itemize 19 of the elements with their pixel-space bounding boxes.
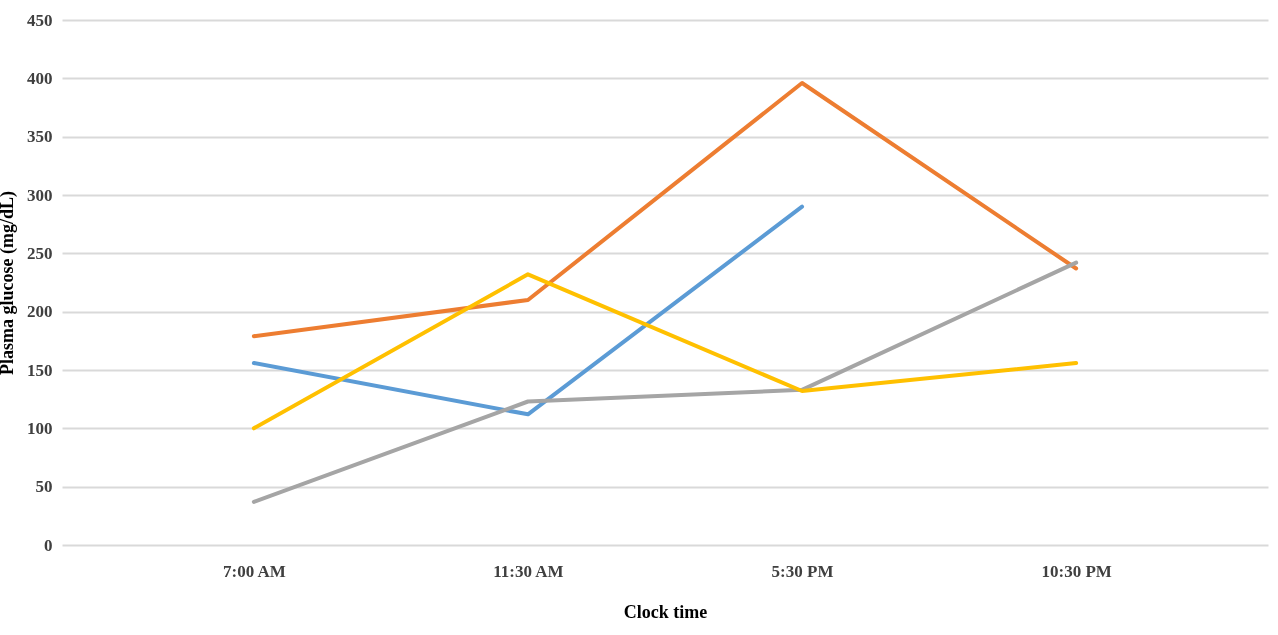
x-tick-label: 7:00 AM <box>222 561 286 581</box>
y-tick-label: 450 <box>27 10 53 30</box>
y-tick-label: 400 <box>27 68 53 88</box>
y-axis-title: Plasma glucose (mg/dL) <box>0 191 18 375</box>
x-axis-title: Clock time <box>623 601 708 622</box>
y-tick-label: 300 <box>27 185 53 205</box>
y-tick-label: 50 <box>35 477 53 497</box>
x-tick-label: 11:30 AM <box>493 561 564 581</box>
y-tick-label: 0 <box>44 535 53 555</box>
x-tick-label: 10:30 PM <box>1041 561 1112 581</box>
y-tick-label: 350 <box>27 127 53 147</box>
x-tick-label: 5:30 PM <box>771 561 834 581</box>
y-tick-label: 250 <box>27 243 53 263</box>
line-series <box>251 81 1079 339</box>
line-series <box>251 260 1079 504</box>
y-tick-label: 200 <box>27 302 53 322</box>
y-tick-label: 100 <box>27 418 53 438</box>
y-tick-label: 150 <box>27 360 53 380</box>
line-series <box>251 272 1079 431</box>
